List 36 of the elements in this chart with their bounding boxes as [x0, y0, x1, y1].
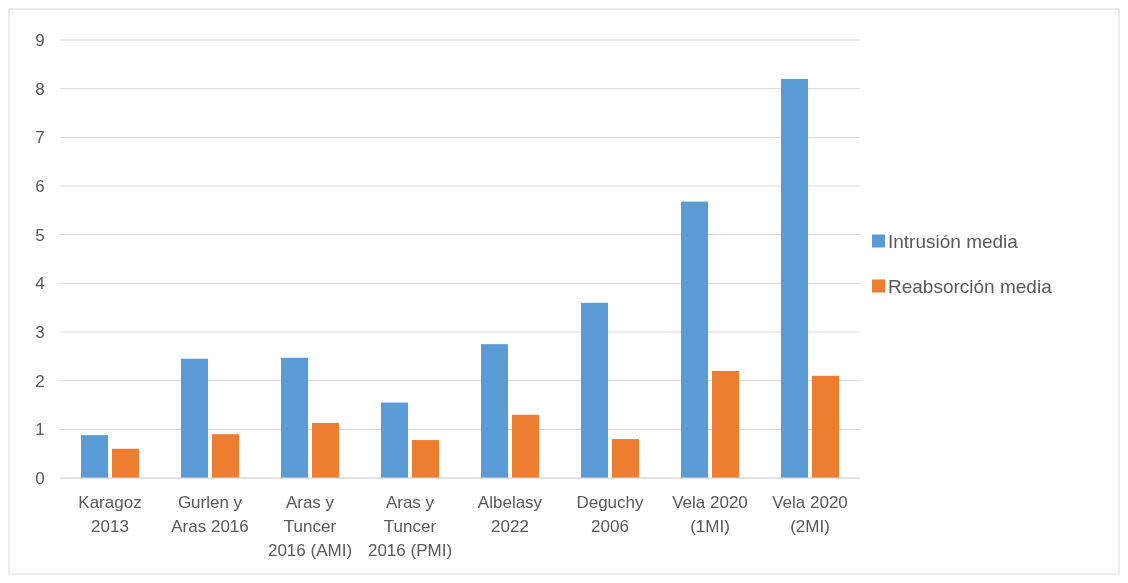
- legend-label: Intrusión media: [888, 231, 1019, 253]
- bar: [412, 440, 439, 478]
- x-tick-label: Aras y Tuncer 2016 (AMI): [267, 493, 353, 560]
- y-tick-label: 6: [35, 176, 45, 196]
- bar: [512, 414, 539, 478]
- y-tick-label: 1: [35, 420, 45, 440]
- x-tick-label: Vela 2020 (1MI): [672, 493, 748, 536]
- bar: [481, 344, 508, 478]
- x-tick-label: Albelasy 2022: [477, 493, 543, 536]
- bar: [112, 448, 139, 478]
- bar: [681, 201, 708, 478]
- bar: [312, 423, 339, 478]
- x-tick-label: Vela 2020 (2MI): [772, 493, 848, 536]
- bar: [81, 435, 108, 478]
- bar: [212, 434, 239, 478]
- y-tick-label: 9: [35, 30, 45, 50]
- y-tick-label: 5: [35, 225, 45, 245]
- bar: [612, 439, 639, 478]
- y-tick-label: 7: [35, 128, 45, 148]
- x-tick-label: Aras y Tuncer 2016 (PMI): [367, 493, 453, 560]
- bar: [812, 375, 839, 478]
- y-tick-label: 8: [35, 79, 45, 99]
- y-tick-label: 2: [35, 371, 45, 391]
- bar: [381, 402, 408, 478]
- bar: [781, 78, 808, 478]
- legend-label: Reabsorción media: [888, 276, 1053, 298]
- y-tick-label: 4: [35, 274, 45, 294]
- y-tick-label: 0: [35, 468, 45, 488]
- x-tick-label: Deguchy 2006: [576, 493, 645, 536]
- bar: [712, 370, 739, 478]
- x-tick-label: Gurlen y Aras 2016: [171, 493, 249, 536]
- bar: [281, 357, 308, 478]
- bar: [581, 302, 608, 478]
- y-tick-label: 3: [35, 322, 45, 342]
- bar: [181, 358, 208, 478]
- x-tick-label: Karagoz 2013: [78, 493, 142, 536]
